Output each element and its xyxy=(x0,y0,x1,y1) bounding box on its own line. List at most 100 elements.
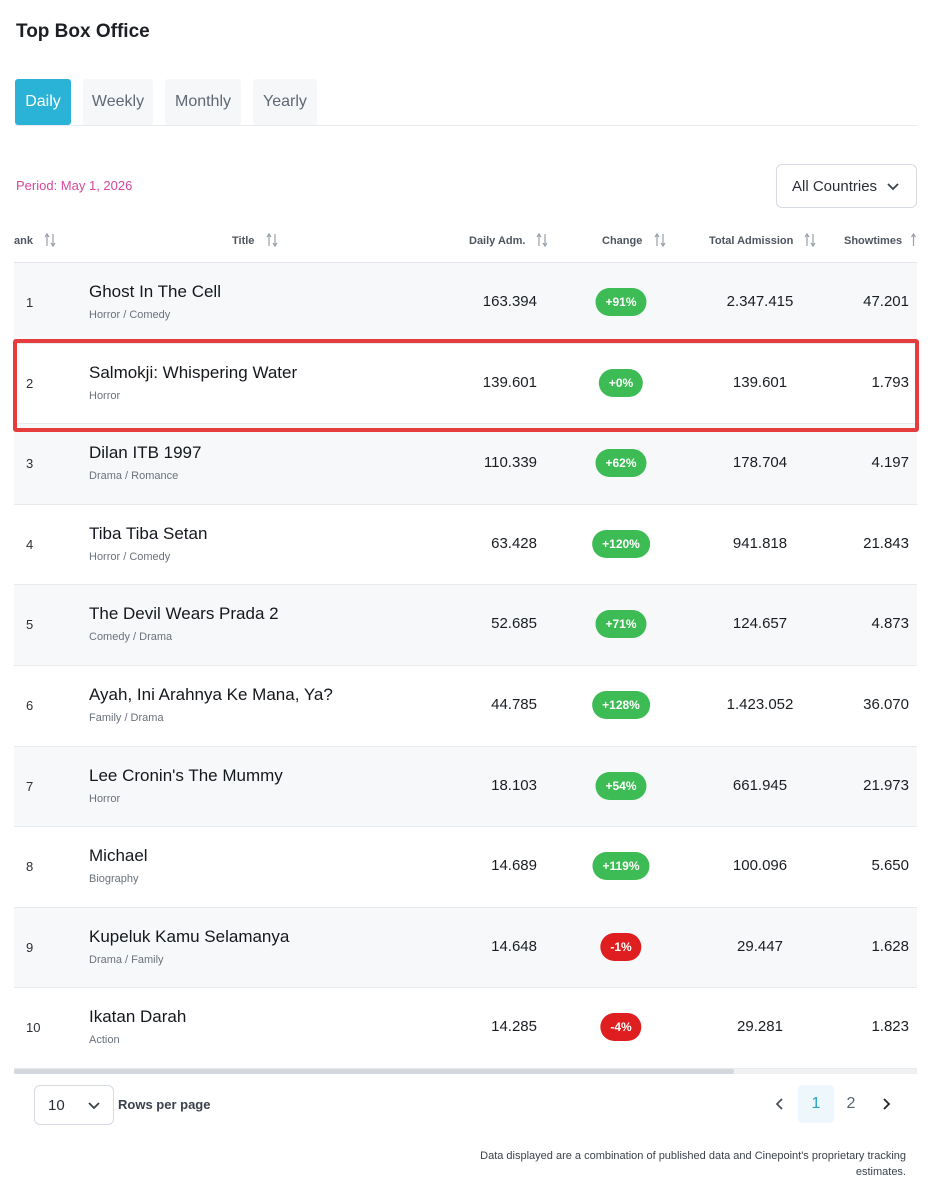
movie-title[interactable]: Michael xyxy=(89,846,148,866)
showtimes-cell: 36.070 xyxy=(863,695,909,713)
pagination-prev-button[interactable] xyxy=(766,1085,794,1123)
horizontal-scrollbar[interactable] xyxy=(14,1069,917,1074)
sort-arrows-icon[interactable] xyxy=(804,232,816,248)
daily-admission-cell: 14.285 xyxy=(491,1018,537,1036)
movie-title[interactable]: Salmokji: Whispering Water xyxy=(89,362,298,382)
movie-title[interactable]: Ikatan Darah xyxy=(89,1007,187,1027)
table-row[interactable]: 2 Salmokji: Whispering Water Horror 139.… xyxy=(14,344,917,425)
page-title: Top Box Office xyxy=(16,21,150,42)
rank-cell: 3 xyxy=(26,456,34,472)
table-row[interactable]: 5 The Devil Wears Prada 2 Comedy / Drama… xyxy=(14,585,917,666)
change-badge: +128% xyxy=(592,690,650,719)
movie-genre: Horror xyxy=(89,792,121,805)
movie-title[interactable]: Lee Cronin's The Mummy xyxy=(89,765,283,785)
period-label: Period: May 1, 2026 xyxy=(16,178,133,193)
total-admission-cell: 100.096 xyxy=(732,857,788,875)
column-header-daily-admission[interactable]: Daily Adm. xyxy=(469,235,526,247)
showtimes-cell: 21.973 xyxy=(863,776,909,794)
table-row[interactable]: 1 Ghost In The Cell Horror / Comedy 163.… xyxy=(14,263,917,344)
daily-admission-cell: 52.685 xyxy=(491,615,537,633)
column-header-rank[interactable]: ank xyxy=(14,235,33,247)
sort-arrows-icon[interactable] xyxy=(654,232,666,248)
rank-cell: 8 xyxy=(26,859,34,875)
movie-title[interactable]: Ghost In The Cell xyxy=(89,282,221,301)
table-row[interactable]: 9 Kupeluk Kamu Selamanya Drama / Family … xyxy=(14,907,917,989)
chevron-down-icon xyxy=(88,1102,100,1110)
movie-title[interactable]: The Devil Wears Prada 2 xyxy=(89,604,279,624)
change-badge: +119% xyxy=(592,852,650,881)
column-header-change[interactable]: Change xyxy=(602,235,643,247)
daily-admission-cell: 63.428 xyxy=(491,534,537,552)
rank-cell: 7 xyxy=(26,778,34,794)
column-header-total-admission[interactable]: Total Admission xyxy=(709,235,794,247)
tab-yearly[interactable]: Yearly xyxy=(253,79,317,125)
showtimes-cell: 47.201 xyxy=(863,293,909,310)
tab-daily[interactable]: Daily xyxy=(15,79,71,125)
showtimes-cell: 1.793 xyxy=(871,373,909,391)
rank-cell: 1 xyxy=(26,295,34,310)
movie-genre: Horror xyxy=(89,389,121,402)
daily-admission-cell: 44.785 xyxy=(491,695,537,713)
data-footnote: Data displayed are a combination of publ… xyxy=(480,1150,906,1178)
movie-title[interactable]: Tiba Tiba Setan xyxy=(89,523,208,543)
total-admission-cell: 661.945 xyxy=(732,776,788,794)
sort-arrows-icon[interactable] xyxy=(536,232,548,248)
showtimes-cell: 4.197 xyxy=(871,454,909,472)
rank-cell: 10 xyxy=(26,1020,41,1036)
movie-genre: Family / Drama xyxy=(89,711,164,724)
movie-genre: Drama / Family xyxy=(89,953,164,966)
tab-monthly[interactable]: Monthly xyxy=(165,79,241,125)
rank-cell: 9 xyxy=(26,939,34,955)
change-badge: -4% xyxy=(600,1013,642,1042)
box-office-table: ank Title Daily Adm. Change Total Admiss… xyxy=(14,222,917,1069)
tab-weekly[interactable]: Weekly xyxy=(83,79,153,125)
movie-title[interactable]: Kupeluk Kamu Selamanya xyxy=(89,926,290,946)
country-dropdown[interactable]: All Countries xyxy=(776,164,917,208)
rows-per-page-select[interactable]: 10 xyxy=(34,1085,114,1125)
daily-admission-cell: 110.339 xyxy=(483,454,537,472)
rank-cell: 2 xyxy=(26,375,34,391)
change-badge: +0% xyxy=(598,368,644,397)
pagination-page-1[interactable]: 1 xyxy=(798,1085,834,1123)
movie-title[interactable]: Dilan ITB 1997 xyxy=(89,443,202,463)
sort-arrows-icon[interactable] xyxy=(44,232,56,248)
total-admission-cell: 29.447 xyxy=(737,937,783,955)
table-header: ank Title Daily Adm. Change Total Admiss… xyxy=(14,222,917,263)
table-row[interactable]: 3 Dilan ITB 1997 Drama / Romance 110.339… xyxy=(14,424,917,505)
column-header-title[interactable]: Title xyxy=(232,235,255,247)
column-header-showtimes[interactable]: Showtimes xyxy=(844,235,903,247)
chevron-left-icon xyxy=(775,1098,783,1110)
movie-title[interactable]: Ayah, Ini Arahnya Ke Mana, Ya? xyxy=(89,684,333,704)
showtimes-cell: 1.823 xyxy=(871,1018,909,1036)
rows-per-page-value: 10 xyxy=(48,1096,65,1114)
sort-arrows-icon[interactable] xyxy=(266,232,278,248)
total-admission-cell: 1.423.052 xyxy=(726,695,794,713)
change-badge: +120% xyxy=(592,529,650,558)
change-badge: +91% xyxy=(595,288,647,316)
table-row[interactable]: 7 Lee Cronin's The Mummy Horror 18.103 +… xyxy=(14,746,917,828)
table-row[interactable]: 8 Michael Biography 14.689 +119% 100.096… xyxy=(14,827,917,908)
daily-admission-cell: 139.601 xyxy=(482,373,537,391)
table-row[interactable]: 4 Tiba Tiba Setan Horror / Comedy 63.428… xyxy=(14,505,917,586)
pagination-next-button[interactable] xyxy=(872,1085,900,1123)
showtimes-cell: 1.628 xyxy=(871,937,909,955)
rank-cell: 5 xyxy=(26,617,34,633)
table-row[interactable]: 10 Ikatan Darah Action 14.285 -4% 29.281… xyxy=(14,988,917,1069)
sort-arrows-icon[interactable] xyxy=(910,232,917,248)
chevron-right-icon xyxy=(883,1098,891,1110)
table-row[interactable]: 6 Ayah, Ini Arahnya Ke Mana, Ya? Family … xyxy=(14,666,917,747)
total-admission-cell: 941.818 xyxy=(732,534,788,552)
movie-genre: Horror / Comedy xyxy=(89,309,171,321)
daily-admission-cell: 14.689 xyxy=(491,857,537,875)
movie-genre: Horror / Comedy xyxy=(89,550,171,563)
daily-admission-cell: 18.103 xyxy=(491,776,537,794)
total-admission-cell: 29.281 xyxy=(737,1018,783,1036)
scrollbar-thumb[interactable] xyxy=(14,1069,734,1074)
showtimes-cell: 5.650 xyxy=(871,857,909,875)
movie-genre: Action xyxy=(89,1034,120,1047)
total-admission-cell: 178.704 xyxy=(732,454,788,472)
change-badge: +62% xyxy=(595,449,647,478)
daily-admission-cell: 14.648 xyxy=(491,937,537,955)
change-badge: +54% xyxy=(595,771,647,800)
pagination-page-2[interactable]: 2 xyxy=(846,1095,856,1112)
